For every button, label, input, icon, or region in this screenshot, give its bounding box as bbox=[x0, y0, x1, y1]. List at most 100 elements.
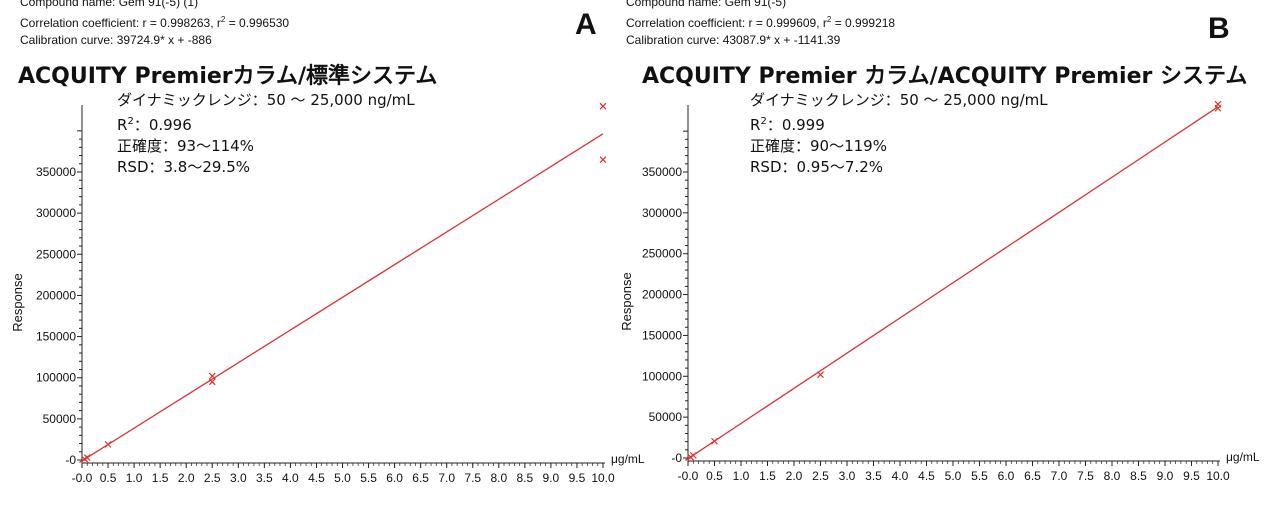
x-tick-label: 1.0 bbox=[733, 469, 750, 483]
y-tick-label: 100000 bbox=[642, 369, 682, 383]
x-tick-label: 7.5 bbox=[464, 471, 481, 485]
x-tick-label: -0.0 bbox=[72, 471, 93, 485]
y-tick-label: 200000 bbox=[36, 288, 76, 302]
x-tick-label: 3.5 bbox=[865, 469, 882, 483]
data-point bbox=[208, 372, 216, 380]
y-tick-label: 250000 bbox=[642, 247, 682, 261]
correlation-coefficient: Correlation coefficient: r = 0.998263, r… bbox=[20, 15, 290, 30]
y-tick-label: 50000 bbox=[43, 412, 77, 426]
calibration-line bbox=[684, 106, 1219, 461]
data-point bbox=[104, 440, 112, 448]
x-tick-label: 9.0 bbox=[543, 471, 560, 485]
calibration-chart-a: -0 50000 100000 150000 200000 250000 300000 350… bbox=[10, 102, 645, 485]
x-tick-label: 1.0 bbox=[126, 471, 143, 485]
dynamic-range: ダイナミックレンジ：50 ～ 25,000 ng/mL bbox=[750, 91, 1048, 109]
x-tick-label: 6.0 bbox=[386, 471, 403, 485]
x-tick-label: 1.5 bbox=[759, 469, 776, 483]
x-tick-label: 3.0 bbox=[839, 469, 856, 483]
compound-name: Compound name: Gem 91(-5) bbox=[626, 0, 787, 9]
x-tick-label: 5.0 bbox=[945, 469, 962, 483]
compound-name: Compound name: Gem 91(-5) (1) bbox=[20, 0, 199, 9]
accuracy: 正確度：90～119% bbox=[750, 137, 887, 155]
y-tick-label: 150000 bbox=[642, 328, 682, 342]
y-tick-label: -0 bbox=[65, 453, 76, 467]
accuracy: 正確度：93～114% bbox=[117, 137, 254, 155]
x-tick-label: 3.5 bbox=[256, 471, 273, 485]
x-tick-label: 8.5 bbox=[1130, 469, 1147, 483]
compound-info: Compound name: Gem 91(-5) (1) Correlatio… bbox=[20, 0, 289, 49]
x-unit-label: μg/mL bbox=[611, 452, 645, 466]
data-point bbox=[83, 454, 91, 461]
x-tick-label: 2.0 bbox=[786, 469, 803, 483]
x-tick-label: 0.5 bbox=[706, 469, 723, 483]
panel-letter: A bbox=[575, 8, 597, 41]
panel-title: ACQUITY Premierカラム/標準システム bbox=[18, 64, 438, 89]
x-tick-label: 5.5 bbox=[360, 471, 377, 485]
x-tick-label: 6.0 bbox=[998, 469, 1015, 483]
calibration-curve: Calibration curve: 39724.9* x + -886 bbox=[20, 33, 212, 47]
correlation-coefficient: Correlation coefficient: r = 0.999609, r… bbox=[626, 15, 896, 30]
x-tick-label: 0.5 bbox=[100, 471, 117, 485]
x-tick-label: 10.0 bbox=[591, 471, 615, 485]
stats-box: ダイナミックレンジ：50 ～ 25,000 ng/mL R2：0.999 正確度… bbox=[750, 90, 1048, 178]
y-tick-label: 300000 bbox=[36, 206, 76, 220]
x-tick-label: 9.0 bbox=[1157, 469, 1174, 483]
r-squared: R2：0.996 bbox=[117, 116, 192, 134]
y-tick-label: 100000 bbox=[36, 371, 76, 385]
rsd: RSD：0.95～7.2% bbox=[750, 158, 884, 176]
x-tick-label: 7.0 bbox=[1051, 469, 1068, 483]
y-tick-label: 300000 bbox=[642, 206, 682, 220]
data-point bbox=[599, 156, 607, 164]
y-tick-label: 200000 bbox=[642, 288, 682, 302]
x-tick-label: 10.0 bbox=[1206, 469, 1230, 483]
calibration-chart-b: -0 50000 100000 150000 200000 250000 300000 350… bbox=[619, 100, 1260, 483]
x-tick-label: 8.0 bbox=[1104, 469, 1121, 483]
panel-letter: B bbox=[1208, 12, 1230, 45]
r-squared: R2：0.999 bbox=[750, 116, 825, 134]
data-point bbox=[689, 451, 697, 459]
dynamic-range: ダイナミックレンジ：50 ～ 25,000 ng/mL bbox=[117, 91, 415, 109]
panel-a: Compound name: Gem 91(-5) (1) Correlatio… bbox=[10, 0, 645, 485]
data-point bbox=[208, 378, 216, 386]
data-point bbox=[711, 437, 718, 445]
x-tick-label: 8.0 bbox=[490, 471, 507, 485]
x-tick-label: 2.5 bbox=[812, 469, 829, 483]
rsd: RSD：3.8～29.5% bbox=[117, 158, 251, 176]
x-tick-label: 4.5 bbox=[918, 469, 935, 483]
data-point bbox=[1214, 100, 1222, 108]
y-tick-label: 350000 bbox=[642, 165, 682, 179]
x-tick-label: 2.0 bbox=[178, 471, 195, 485]
compound-info: Compound name: Gem 91(-5) Correlation co… bbox=[626, 0, 895, 49]
y-axis-label: Response bbox=[619, 272, 634, 331]
x-tick-label: 6.5 bbox=[1024, 469, 1041, 483]
x-tick-label: 4.0 bbox=[282, 471, 299, 485]
panel-title: ACQUITY Premier カラム/ACQUITY Premier システム bbox=[642, 64, 1248, 89]
y-tick-label: 250000 bbox=[36, 247, 76, 261]
y-tick-label: 350000 bbox=[36, 165, 76, 179]
calibration-curve: Calibration curve: 43087.9* x + -1141.39 bbox=[626, 33, 841, 47]
x-tick-label: -0.0 bbox=[678, 469, 699, 483]
x-tick-label: 9.5 bbox=[1183, 469, 1200, 483]
x-tick-label: 9.5 bbox=[569, 471, 586, 485]
y-tick-label: 50000 bbox=[649, 410, 683, 424]
x-unit-label: μg/mL bbox=[1226, 450, 1260, 464]
y-tick-label: -0 bbox=[671, 451, 682, 465]
x-tick-label: 4.5 bbox=[308, 471, 325, 485]
x-tick-label: 7.5 bbox=[1077, 469, 1094, 483]
calibration-line bbox=[79, 133, 604, 464]
x-tick-label: 4.0 bbox=[892, 469, 909, 483]
x-tick-label: 5.5 bbox=[971, 469, 988, 483]
x-tick-label: 3.0 bbox=[230, 471, 247, 485]
stats-box: ダイナミックレンジ：50 ～ 25,000 ng/mL R2：0.996 正確度… bbox=[117, 90, 415, 178]
x-tick-label: 7.0 bbox=[438, 471, 455, 485]
x-tick-label: 5.0 bbox=[334, 471, 351, 485]
data-point bbox=[817, 371, 824, 379]
data-point bbox=[599, 102, 607, 110]
x-tick-label: 2.5 bbox=[204, 471, 221, 485]
panel-b: Compound name: Gem 91(-5) Correlation co… bbox=[619, 0, 1280, 525]
x-tick-label: 1.5 bbox=[152, 471, 169, 485]
y-tick-label: 150000 bbox=[36, 330, 76, 344]
y-axis-label: Response bbox=[10, 273, 25, 332]
x-tick-label: 8.5 bbox=[517, 471, 534, 485]
x-tick-label: 6.5 bbox=[412, 471, 429, 485]
